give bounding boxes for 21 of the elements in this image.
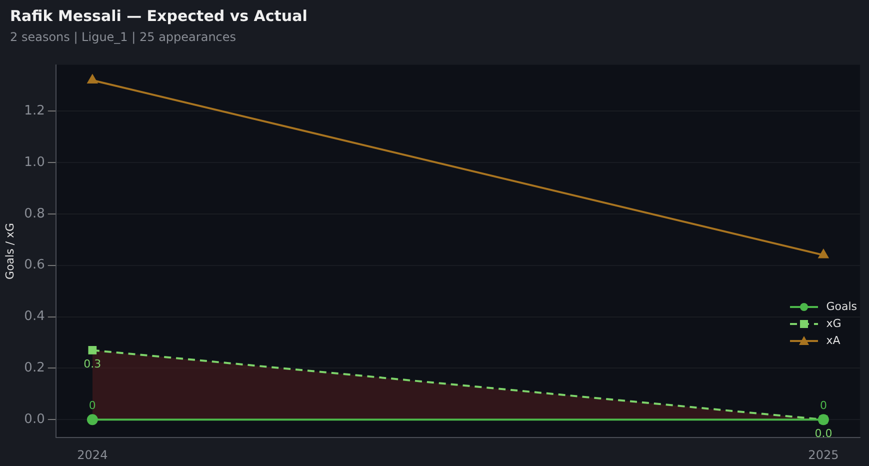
chart-title: Rafik Messali — Expected vs Actual bbox=[10, 7, 308, 25]
data-label: 0.0 bbox=[814, 426, 832, 440]
y-axis-title: Goals / xG bbox=[3, 222, 16, 280]
y-tick-label: 0.2 bbox=[24, 360, 45, 376]
data-label: 0 bbox=[88, 398, 96, 412]
y-tick-label: 0.6 bbox=[24, 258, 45, 273]
legend-label: Goals bbox=[826, 300, 857, 313]
y-tick-label: 1.0 bbox=[24, 154, 45, 170]
y-tick-label: 0.4 bbox=[24, 309, 45, 324]
point bbox=[88, 346, 97, 354]
x-tick-label: 2024 bbox=[77, 448, 108, 462]
x-tick-label: 2025 bbox=[808, 448, 839, 462]
data-label: 0.3 bbox=[84, 358, 102, 371]
point bbox=[86, 414, 98, 426]
data-label: 0 bbox=[820, 398, 827, 412]
y-tick-label: 0.8 bbox=[24, 206, 45, 222]
y-tick-label: 0.0 bbox=[24, 412, 45, 427]
legend-label: xA bbox=[826, 334, 840, 347]
y-tick-label: 1.2 bbox=[24, 103, 45, 118]
chart-subtitle: 2 seasons | Ligue_1 | 25 appearances bbox=[10, 30, 236, 44]
legend-label: xG bbox=[826, 317, 842, 330]
